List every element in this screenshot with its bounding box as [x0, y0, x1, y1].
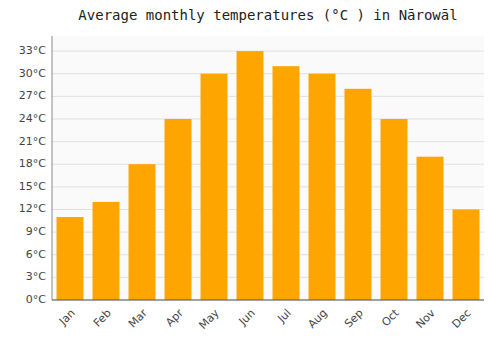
bar — [129, 164, 156, 300]
grid-line — [52, 141, 484, 142]
y-tick-label: 24°C — [19, 112, 46, 125]
bar — [273, 66, 300, 300]
bar — [345, 89, 372, 300]
grid-line — [52, 300, 484, 301]
bars — [57, 51, 480, 300]
y-axis-line — [52, 36, 53, 300]
plot-area — [52, 36, 484, 300]
bar — [453, 209, 480, 300]
y-tick-label: 15°C — [19, 180, 46, 193]
bar — [309, 74, 336, 300]
bar — [237, 51, 264, 300]
page: {"chart_data": {"type": "bar", "title": … — [0, 0, 500, 350]
x-tick-label: Aug — [305, 307, 329, 331]
x-tick-labels: Jan Feb Mar Apr May Jun Jul Aug Sep Oct Nov Dec — [56, 306, 474, 332]
x-tick-label: Apr — [163, 306, 186, 329]
y-tick-label: 9°C — [26, 225, 46, 238]
x-tick-label: Nov — [413, 306, 438, 331]
grid — [52, 51, 484, 300]
x-tick-label: May — [196, 306, 222, 332]
x-tick-label: Dec — [450, 307, 474, 331]
bar — [57, 217, 84, 300]
bar — [165, 119, 192, 300]
x-tick-label: Jul — [274, 307, 293, 326]
y-tick-label: 30°C — [19, 67, 46, 80]
y-tick-label: 0°C — [26, 293, 46, 306]
y-tick-labels: 0°C 3°C 6°C 9°C 12°C 15°C 18°C 21°C 24°C 27°C 30°C… — [19, 44, 46, 306]
y-tick-label: 18°C — [19, 157, 46, 170]
chart: 0°C 3°C 6°C 9°C 12°C 15°C 18°C 21°C 24°C 27°C 30°C… — [0, 0, 500, 350]
grid-line — [52, 51, 484, 52]
y-tick-label: 21°C — [19, 135, 46, 148]
x-tick-label: Feb — [91, 307, 114, 330]
x-axis-line — [52, 300, 484, 301]
grid-line — [52, 96, 484, 97]
y-tick-label: 12°C — [19, 202, 46, 215]
x-tick-label: Sep — [342, 307, 366, 331]
y-tick-label: 27°C — [19, 89, 46, 102]
grid-line — [52, 73, 484, 74]
bar — [381, 119, 408, 300]
y-tick-label: 3°C — [26, 270, 46, 283]
y-tick-label: 33°C — [19, 44, 46, 57]
bar — [201, 74, 228, 300]
grid-line — [52, 118, 484, 119]
bar — [93, 202, 120, 300]
x-tick-label: Jan — [56, 307, 78, 329]
bar — [417, 157, 444, 300]
x-tick-label: Oct — [379, 306, 402, 329]
title: Average monthly temperatures (°C ) in Nā… — [78, 7, 457, 23]
y-tick-label: 6°C — [26, 248, 46, 261]
x-tick-label: Jun — [236, 307, 258, 329]
x-tick-label: Mar — [126, 306, 150, 330]
